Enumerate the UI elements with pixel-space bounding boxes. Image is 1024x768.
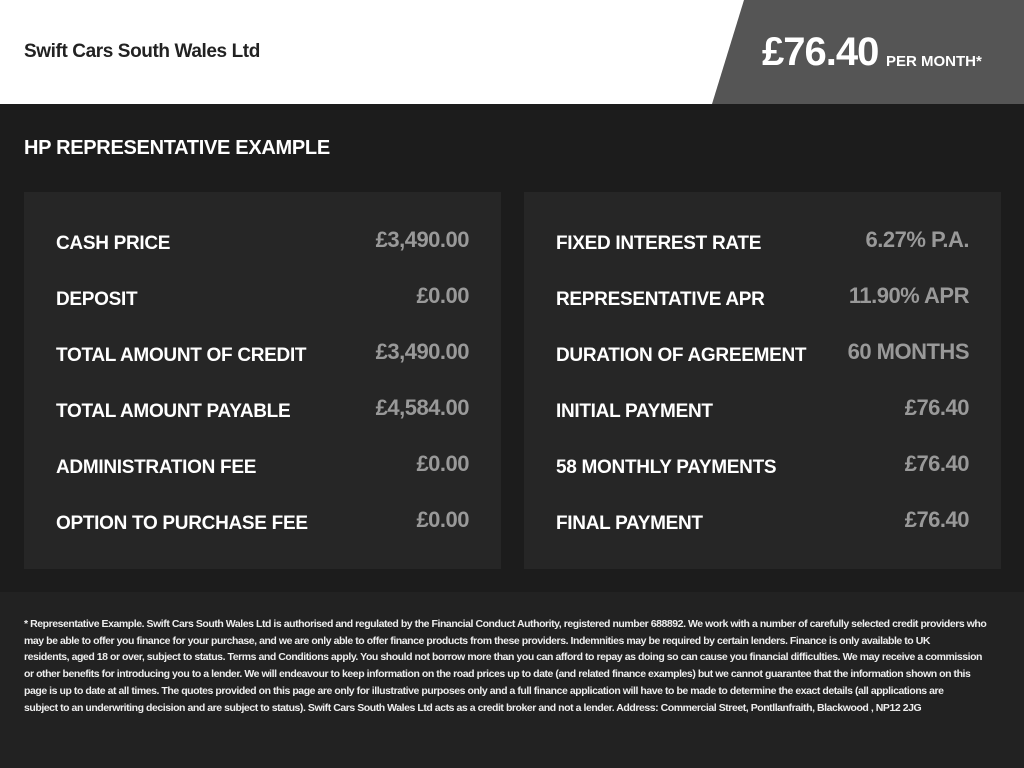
row-value: £0.00 [416,283,469,308]
disclaimer-line: page is up to date at all times. The quo… [24,684,944,697]
per-month-label: PER MONTH* [886,53,982,70]
disclaimer: * Representative Example. Swift Cars Sou… [0,592,1024,768]
finance-row: REPRESENTATIVE APR 11.90% APR [556,268,970,324]
row-label: CASH PRICE [56,233,171,254]
disclaimer-line: * Representative Example. Swift Cars Sou… [24,618,987,630]
row-label: 58 MONTHLY PAYMENTS [556,457,777,478]
header: Swift Cars South Wales Ltd £76.40 PER MO… [0,0,1024,104]
row-label: TOTAL AMOUNT PAYABLE [56,401,291,422]
left-panel: CASH PRICE £3,490.00 DEPOSIT £0.00 TOTAL AMO… [24,192,501,569]
row-value: 11.90% APR [848,283,970,308]
disclaimer-line: may be able to offer you finance for you… [24,634,931,647]
monthly-price-badge: £76.40 PER MONTH* [712,0,1024,104]
finance-row: DURATION OF AGREEMENT 60 MONTHS [556,324,970,380]
row-value: £4,584.00 [375,395,470,420]
finance-row: FINAL PAYMENT £76.40 [556,492,970,548]
row-value: £3,490.00 [375,227,470,252]
finance-row: ADMINISTRATION FEE £0.00 [56,436,469,492]
row-label: TOTAL AMOUNT OF CREDIT [56,345,307,366]
row-label: ADMINISTRATION FEE [56,457,257,478]
disclaimer-line: subject to an underwriting decision and … [24,701,922,714]
finance-row: CASH PRICE £3,490.00 [56,212,470,268]
section-title: HP REPRESENTATIVE EXAMPLE [24,137,330,159]
row-value: 6.27% P.A. [865,227,970,252]
monthly-price: £76.40 [762,30,879,74]
row-label: REPRESENTATIVE APR [556,289,765,310]
finance-row: TOTAL AMOUNT OF CREDIT £3,490.00 [56,324,470,380]
disclaimer-line: residents, aged 18 or over, subject to s… [24,651,983,664]
row-value: £76.40 [904,395,970,420]
row-label: DEPOSIT [56,289,138,310]
disclaimer-line: or other benefits for introducing you to… [24,668,971,681]
right-panel: FIXED INTEREST RATE 6.27% P.A. REPRESENTAT… [524,192,1001,569]
finance-row: FIXED INTEREST RATE 6.27% P.A. [556,212,970,268]
finance-row: 58 MONTHLY PAYMENTS £76.40 [556,436,970,492]
row-label: OPTION TO PURCHASE FEE [56,513,308,534]
row-value: £0.00 [416,451,469,476]
row-value: £76.40 [904,507,970,532]
dealer-name: Swift Cars South Wales Ltd [24,41,260,62]
row-label: INITIAL PAYMENT [556,401,713,422]
finance-row: INITIAL PAYMENT £76.40 [556,380,970,436]
row-label: FIXED INTEREST RATE [556,233,762,254]
finance-row: DEPOSIT £0.00 [56,268,469,324]
row-value: 60 MONTHS [847,339,970,364]
row-value: £3,490.00 [375,339,470,364]
finance-row: TOTAL AMOUNT PAYABLE £4,584.00 [56,380,470,436]
row-value: £76.40 [904,451,970,476]
row-value: £0.00 [416,507,469,532]
finance-row: OPTION TO PURCHASE FEE £0.00 [56,492,469,548]
row-label: FINAL PAYMENT [556,513,703,534]
row-label: DURATION OF AGREEMENT [556,345,807,366]
